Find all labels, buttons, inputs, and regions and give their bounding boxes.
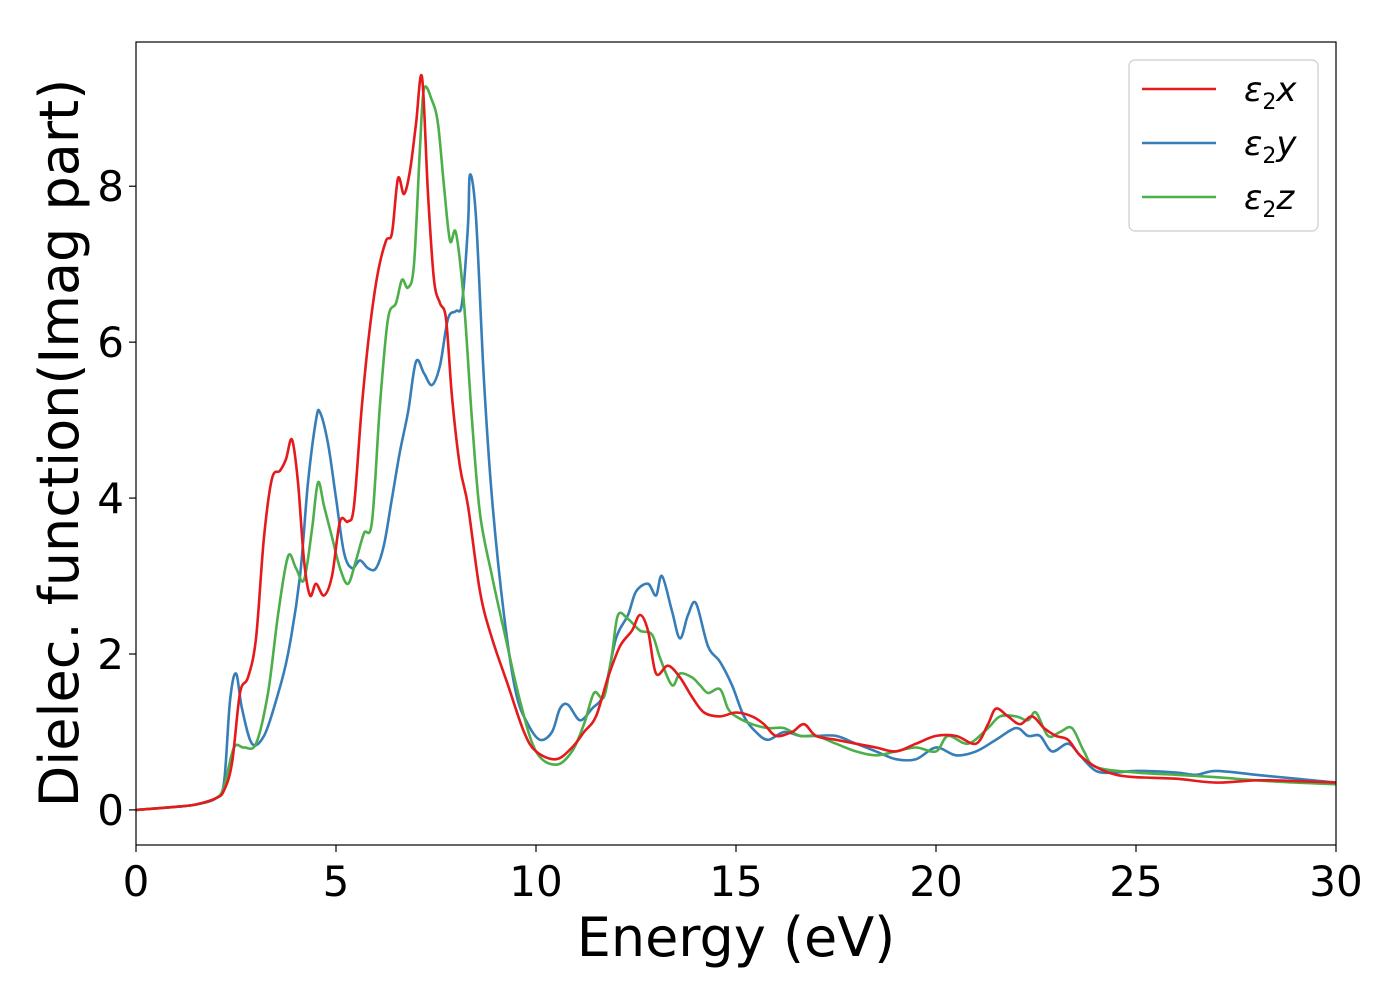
x-axis: 0 5 10 15 20 25 30: [123, 845, 1363, 906]
series-line-z: [136, 85, 1336, 812]
y-tick-label: 8: [97, 162, 124, 211]
x-tick-label: 10: [509, 857, 562, 906]
series-layer: [136, 73, 1336, 812]
y-axis-title: Dielec. function(Imag part): [28, 79, 91, 808]
y-axis: 0 2 4 6 8: [97, 162, 136, 835]
series-line-x: [136, 73, 1336, 812]
legend-label-x: ε2x: [1244, 70, 1297, 115]
x-tick-label: 25: [1109, 857, 1162, 906]
legend-box: [1128, 59, 1319, 232]
x-tick-label: 20: [909, 857, 962, 906]
legend: ε2x ε2y ε2z: [1128, 59, 1319, 232]
y-tick-label: 4: [97, 474, 124, 523]
y-tick-label: 2: [97, 630, 124, 679]
series-line-y: [136, 173, 1336, 812]
x-tick-label: 15: [709, 857, 762, 906]
x-tick-label: 30: [1309, 857, 1362, 906]
x-tick-label: 5: [323, 857, 350, 906]
legend-label-z: ε2z: [1244, 178, 1295, 223]
legend-label-y: ε2y: [1244, 124, 1297, 169]
x-axis-title: Energy (eV): [577, 906, 896, 969]
y-tick-label: 6: [97, 318, 124, 367]
x-tick-label: 0: [123, 857, 150, 906]
y-tick-label: 0: [97, 786, 124, 835]
